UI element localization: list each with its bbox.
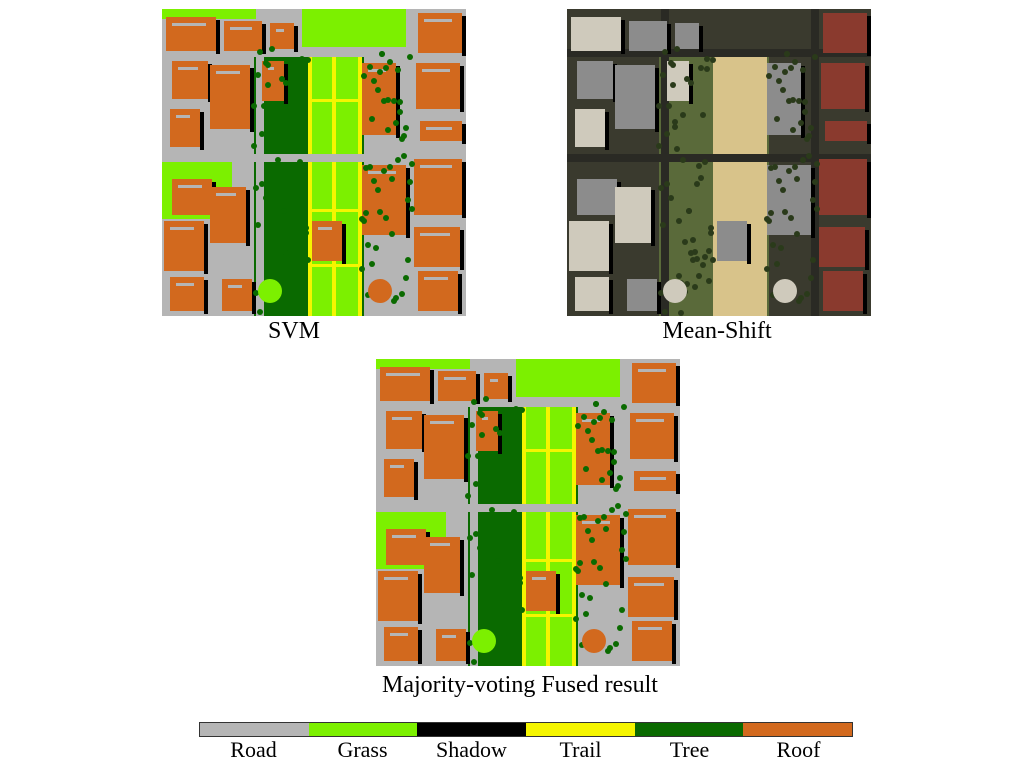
fused-caption: Majority-voting Fused result [382, 672, 658, 698]
legend-labels: Road Grass Shadow Trail Tree Roof [199, 737, 853, 763]
legend-swatch-trail [526, 723, 635, 736]
mean-shift-caption: Mean-Shift [662, 318, 772, 344]
fused-result-map [376, 359, 680, 666]
legend-swatch-grass [308, 723, 418, 736]
legend-label-tree: Tree [669, 737, 710, 762]
svm-classification-map [162, 9, 466, 316]
legend-swatch-shadow [417, 723, 527, 736]
legend-swatch-road [200, 723, 309, 736]
legend-label-roof: Roof [776, 737, 821, 762]
legend-label-trail: Trail [559, 737, 602, 762]
legend-swatch-roof [743, 723, 853, 736]
legend-colorbar [199, 722, 853, 737]
legend-label-shadow: Shadow [436, 737, 507, 762]
legend-label-grass: Grass [337, 737, 388, 762]
svm-caption: SVM [267, 318, 321, 344]
mean-shift-segmentation-image [567, 9, 871, 316]
legend-swatch-tree [634, 723, 744, 736]
legend-label-road: Road [230, 737, 277, 762]
